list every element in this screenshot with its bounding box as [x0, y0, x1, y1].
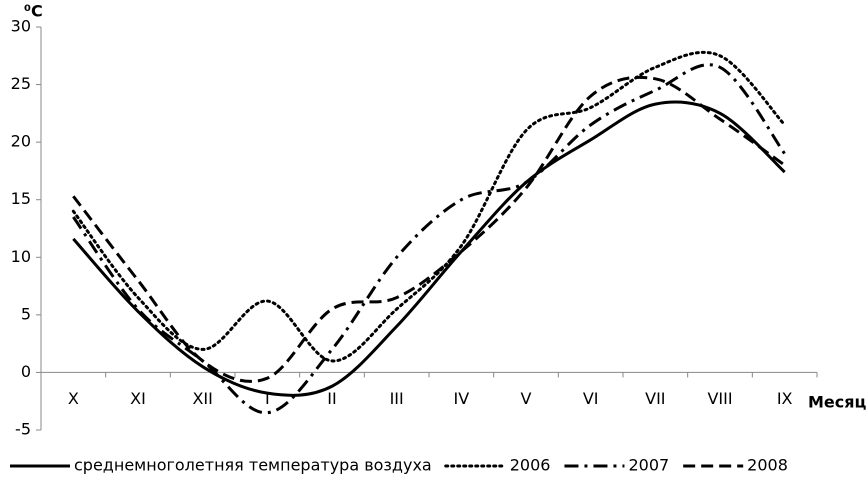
x-tick-label: VII: [645, 389, 665, 408]
legend-label: 2006: [510, 456, 551, 475]
x-tick-label: VI: [583, 389, 599, 408]
x-tick-label: IX: [777, 389, 793, 408]
x-tick-label: VIII: [707, 389, 732, 408]
y-tick-label: 5: [21, 304, 31, 323]
y-tick-label: -5: [15, 420, 31, 439]
series-line: [72, 63, 786, 415]
legend-label: 2007: [628, 456, 669, 475]
series-line: [72, 75, 786, 383]
x-tick-label: IV: [453, 389, 469, 408]
y-tick-label: 0: [21, 362, 31, 381]
x-tick-label: II: [327, 389, 336, 408]
series-line: [72, 100, 786, 397]
x-tick-label: XII: [192, 389, 212, 408]
y-tick-label: 30: [11, 17, 31, 36]
y-tick-label: 10: [11, 247, 31, 266]
legend-label: 2008: [747, 456, 788, 475]
x-tick-label: V: [521, 389, 532, 408]
x-tick-label: XI: [130, 389, 146, 408]
y-tick-label: 25: [11, 74, 31, 93]
series-line: [71, 50, 787, 363]
x-tick-label: III: [390, 389, 404, 408]
x-axis-label: Месяц: [808, 393, 867, 412]
y-tick-label: 20: [11, 132, 31, 151]
legend-label: среднемноголетняя температура воздуха: [74, 456, 432, 475]
y-tick-label: 15: [11, 189, 31, 208]
y-axis-label: ⁰C: [24, 2, 43, 21]
x-tick-label: X: [68, 389, 79, 408]
x-tick-label: I: [265, 389, 270, 408]
